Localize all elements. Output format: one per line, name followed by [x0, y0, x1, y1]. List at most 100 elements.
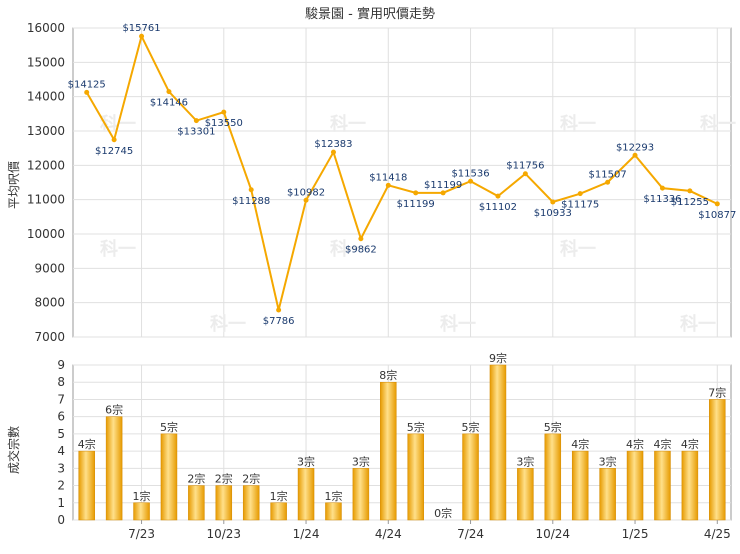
price-point: [605, 179, 611, 185]
bar-data-label: 1宗: [270, 489, 288, 503]
x-tick-label: 7/24: [457, 527, 484, 541]
price-point: [193, 118, 199, 124]
bar-data-label: 0宗: [434, 506, 452, 520]
bar: [544, 433, 562, 521]
bar-chart-y-axis-label: 成交宗數: [6, 426, 21, 474]
line-chart-y-tick-label: 7000: [34, 330, 65, 344]
bar-chart-y-tick-label: 5: [57, 427, 65, 441]
price-data-label: $14125: [68, 79, 106, 90]
price-data-label: $10877: [698, 210, 736, 221]
bar-data-label: 4宗: [571, 437, 589, 451]
bar-data-label: 5宗: [544, 420, 562, 434]
bar-chart-y-tick-label: 4: [57, 444, 65, 458]
price-point: [495, 193, 501, 199]
bar-data-label: 1宗: [324, 489, 342, 503]
price-point: [276, 307, 282, 313]
bar-data-label: 4宗: [653, 437, 671, 451]
watermark-text: 科一: [210, 313, 246, 335]
line-chart-y-tick-label: 11000: [27, 193, 65, 207]
price-point: [577, 191, 583, 197]
price-point: [413, 190, 419, 196]
price-point: [248, 187, 254, 193]
watermark-text: 科一: [100, 238, 136, 260]
line-chart-y-tick-label: 16000: [27, 21, 65, 35]
price-data-label: $12383: [314, 139, 352, 150]
bar-data-label: 5宗: [160, 420, 178, 434]
price-data-label: $15761: [122, 23, 160, 34]
bar-data-label: 4宗: [681, 437, 699, 451]
price-point: [632, 152, 638, 158]
bar-chart-y-tick-label: 8: [57, 375, 65, 389]
bar-data-label: 5宗: [462, 420, 480, 434]
line-chart-y-tick-label: 14000: [27, 90, 65, 104]
bar: [599, 468, 616, 521]
bar-chart-y-tick-label: 6: [57, 410, 65, 424]
price-point: [84, 89, 90, 95]
watermark-text: 科一: [680, 313, 716, 335]
bar: [133, 502, 150, 521]
price-data-label: $12293: [616, 142, 654, 153]
price-point: [221, 109, 227, 115]
bar: [489, 364, 507, 521]
bar-data-label: 2宗: [242, 472, 260, 486]
chart-marks: 7000800090001000011000120001300014000150…: [27, 21, 737, 541]
bar-data-label: 5宗: [407, 420, 425, 434]
price-data-label: $11199: [424, 180, 462, 191]
x-tick-label: 1/25: [622, 527, 649, 541]
bar-chart-y-tick-label: 0: [57, 513, 65, 527]
bar: [160, 433, 178, 521]
price-data-label: $10982: [287, 187, 325, 198]
watermark-text: 科一: [440, 313, 476, 335]
bar: [517, 468, 534, 521]
chart-title: 駿景園 - 實用呎價走勢: [305, 6, 435, 22]
price-point: [550, 199, 556, 205]
price-data-label: $11507: [589, 169, 627, 180]
price-point: [139, 33, 145, 39]
bar-chart-y-tick-label: 9: [57, 358, 65, 372]
bar-data-label: 4宗: [78, 437, 96, 451]
bar: [270, 502, 287, 521]
bar: [681, 450, 699, 521]
price-point: [385, 182, 391, 188]
bar: [462, 433, 479, 521]
bar: [709, 399, 726, 521]
price-point: [166, 89, 172, 95]
watermark-text: 科一: [330, 238, 366, 260]
line-chart-plot-area: [72, 27, 732, 338]
watermark-text: 科一: [700, 113, 736, 135]
x-tick-label: 1/24: [293, 527, 320, 541]
price-point: [522, 171, 528, 177]
x-tick-label: 4/25: [704, 527, 731, 541]
bar: [380, 381, 397, 521]
price-point: [111, 137, 117, 143]
bar-data-label: 9宗: [489, 351, 507, 365]
line-chart-y-tick-label: 13000: [27, 124, 65, 138]
price-point: [714, 201, 720, 207]
bar-data-label: 2宗: [215, 472, 233, 486]
bar: [188, 485, 205, 521]
line-chart-y-tick-label: 15000: [27, 55, 65, 69]
line-chart-y-tick-label: 10000: [27, 227, 65, 241]
bar: [325, 502, 342, 521]
price-data-label: $11199: [397, 199, 435, 210]
price-point: [659, 185, 665, 191]
price-data-label: $11536: [451, 168, 489, 179]
price-data-label: $12745: [95, 146, 133, 157]
price-data-label: $10933: [534, 208, 572, 219]
bar-chart-y-tick-label: 1: [57, 496, 65, 510]
bar: [215, 485, 233, 521]
price-point: [330, 149, 336, 155]
watermark-text: 科一: [560, 113, 596, 135]
bar-chart-y-tick-label: 7: [57, 392, 65, 406]
price-data-label: $11418: [369, 172, 407, 183]
bar-data-label: 3宗: [516, 454, 534, 468]
price-data-label: $13550: [205, 118, 243, 129]
bar: [626, 450, 644, 521]
bar-data-label: 3宗: [599, 454, 617, 468]
price-data-label: $11756: [506, 161, 544, 172]
bar: [105, 416, 123, 521]
bar: [654, 450, 671, 521]
bar-data-label: 4宗: [626, 437, 644, 451]
